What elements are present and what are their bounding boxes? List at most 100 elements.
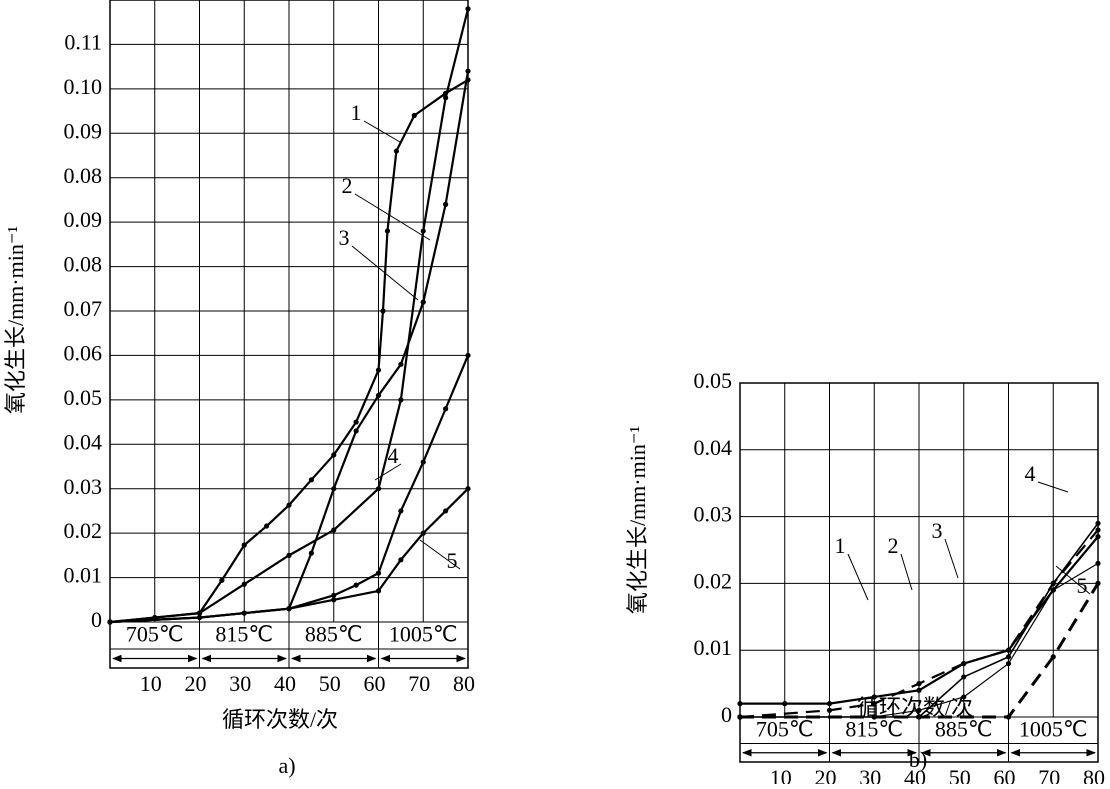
curve-label: 3 <box>339 225 350 250</box>
y-tick-label: 0.02 <box>694 568 733 593</box>
curve-label: 2 <box>342 173 353 198</box>
data-point <box>393 148 399 154</box>
band-label: 705℃ <box>756 716 814 741</box>
data-point <box>1095 527 1101 533</box>
data-point <box>398 397 404 403</box>
data-point <box>420 228 426 234</box>
data-point <box>1005 660 1012 667</box>
band-label: 885℃ <box>935 716 993 741</box>
data-point <box>961 694 967 700</box>
data-point <box>286 502 292 508</box>
subplot-label: b) <box>909 747 927 772</box>
band-label: 1005℃ <box>1019 716 1088 741</box>
data-point <box>331 592 337 598</box>
data-point <box>1095 520 1101 526</box>
x-tick-label: 20 <box>815 765 837 784</box>
data-point <box>375 588 382 594</box>
y-tick-label: 0.05 <box>694 368 733 393</box>
data-point <box>353 419 359 425</box>
band-label: 815℃ <box>215 622 273 647</box>
x-tick-label: 10 <box>770 765 792 784</box>
data-point <box>398 361 404 367</box>
x-tick-label: 30 <box>859 765 881 784</box>
data-point <box>219 577 225 583</box>
data-point <box>375 486 382 492</box>
curve-label: 4 <box>1025 461 1036 486</box>
data-point <box>375 367 382 373</box>
data-point <box>443 406 449 412</box>
subplot-label: a) <box>278 753 295 778</box>
y-tick-label: 0.03 <box>64 474 103 499</box>
data-point <box>331 597 337 603</box>
data-point <box>411 112 417 119</box>
x-tick-label: 30 <box>229 671 251 696</box>
data-point <box>1005 647 1012 653</box>
x-axis-title: 循环次数/次 <box>857 695 973 720</box>
data-point <box>1050 654 1056 660</box>
y-tick-label: 0.07 <box>64 296 103 321</box>
data-point <box>353 582 359 588</box>
y-tick-label: 0.01 <box>694 635 733 660</box>
x-tick-label: 80 <box>1083 765 1105 784</box>
x-tick-label: 70 <box>408 671 430 696</box>
data-point <box>196 610 203 616</box>
x-tick-label: 20 <box>185 671 207 696</box>
data-point <box>384 228 391 234</box>
band-label: 885℃ <box>305 622 363 647</box>
y-tick-label: 0.11 <box>64 29 102 54</box>
label-leader <box>900 553 913 591</box>
data-point <box>375 570 382 576</box>
y-tick-label: 0.09 <box>64 118 103 143</box>
label-leader <box>944 538 959 579</box>
x-tick-label: 80 <box>453 671 475 696</box>
y-tick-label: 0.04 <box>64 429 103 454</box>
data-point <box>916 707 922 713</box>
curve-label: 3 <box>932 518 943 543</box>
curve-label: 1 <box>835 533 846 558</box>
data-point <box>286 552 292 558</box>
data-point <box>1005 714 1012 720</box>
data-point <box>375 392 382 399</box>
data-point <box>264 523 270 529</box>
y-tick-label: 0.01 <box>64 563 103 588</box>
data-point <box>826 707 833 713</box>
data-point <box>1050 580 1056 587</box>
data-point <box>443 95 449 101</box>
data-point <box>737 701 743 707</box>
x-tick-label: 40 <box>274 671 296 696</box>
data-point <box>331 452 337 458</box>
data-point <box>782 701 788 707</box>
data-point <box>961 660 967 667</box>
data-point <box>308 550 314 556</box>
label-leader <box>374 463 402 481</box>
data-point <box>420 299 426 305</box>
series-line <box>740 582 1100 719</box>
data-point <box>353 428 359 434</box>
data-point <box>871 701 877 707</box>
label-leader <box>1037 481 1069 493</box>
y-tick-label: 0.04 <box>694 435 733 460</box>
curve-label: 4 <box>388 443 399 468</box>
data-point <box>308 477 314 483</box>
data-point <box>398 508 404 514</box>
x-tick-label: 60 <box>994 765 1016 784</box>
data-point <box>443 508 449 514</box>
x-tick-label: 50 <box>319 671 341 696</box>
data-point <box>826 701 833 707</box>
data-point <box>465 6 471 12</box>
band-label: 815℃ <box>845 716 903 741</box>
y-tick-label: 0 <box>91 607 102 632</box>
y-tick-label: 0.09 <box>64 207 103 232</box>
data-point <box>286 606 292 612</box>
curve-label: 1 <box>351 100 362 125</box>
curve-label: 5 <box>447 548 458 573</box>
y-tick-label: 0.08 <box>64 252 103 277</box>
data-point <box>1050 587 1056 593</box>
band-label: 1005℃ <box>389 622 458 647</box>
series-line <box>739 529 1099 719</box>
x-tick-label: 60 <box>364 671 386 696</box>
data-point <box>107 619 113 625</box>
label-leader <box>847 553 869 601</box>
data-point <box>196 614 203 621</box>
